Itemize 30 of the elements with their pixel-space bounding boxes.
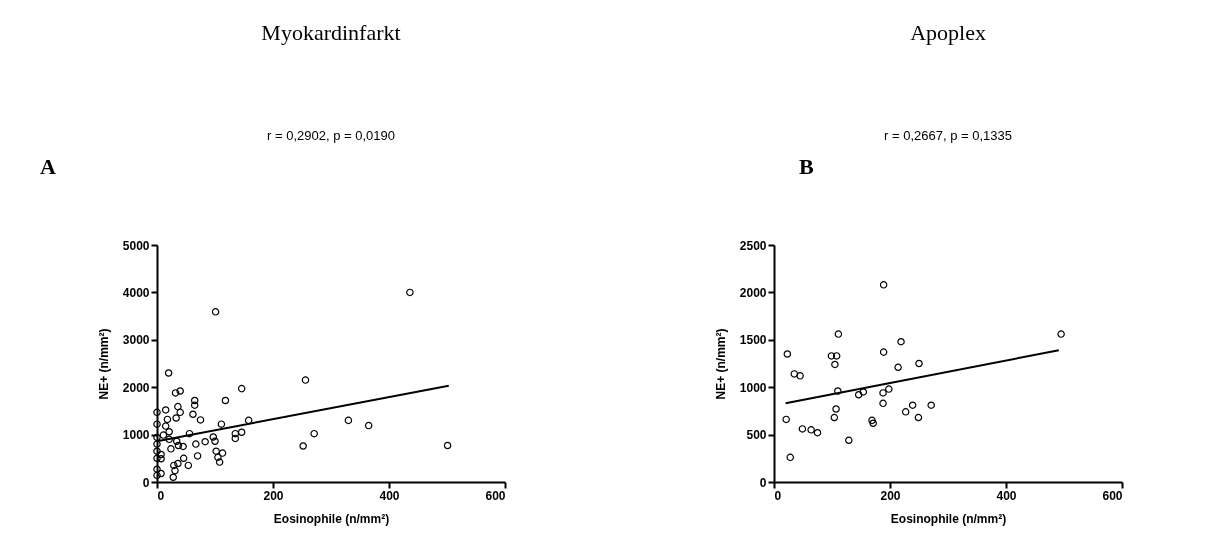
text: A <box>40 154 56 179</box>
y-tick-label: 500 <box>746 428 767 443</box>
y-tick-label: 0 <box>759 475 767 490</box>
y-tick-label: 1000 <box>739 380 767 395</box>
chart-title: Apoplex <box>910 20 986 45</box>
x-axis-title: Eosinophile (n/mm²) <box>273 511 390 526</box>
x-tick-label: 600 <box>1102 488 1123 503</box>
chart-title: Myokardinfarkt <box>261 20 401 45</box>
y-tick-label: 2000 <box>122 380 150 395</box>
chart-subtitle: r = 0,2902, p = 0,0190 <box>267 128 395 143</box>
y-tick-label: 4000 <box>122 285 150 300</box>
x-tick-label: 0 <box>157 488 165 503</box>
chart-subtitle: r = 0,2667, p = 0,1335 <box>884 128 1012 143</box>
x-axis-title: Eosinophile (n/mm²) <box>890 511 1007 526</box>
y-axis-title: NE+ (n/mm²) <box>713 328 728 400</box>
x-tick-label: 200 <box>880 488 901 503</box>
y-tick-label: 3000 <box>122 333 150 348</box>
x-tick-label: 400 <box>996 488 1017 503</box>
y-tick-label: 2500 <box>739 238 767 253</box>
text: B <box>799 154 814 179</box>
x-tick-label: 200 <box>263 488 284 503</box>
y-tick-label: 0 <box>142 475 150 490</box>
x-tick-label: 400 <box>379 488 400 503</box>
y-tick-label: 2000 <box>739 285 767 300</box>
x-tick-label: 0 <box>774 488 782 503</box>
y-axis-title: NE+ (n/mm²) <box>96 328 111 400</box>
y-tick-label: 5000 <box>122 238 150 253</box>
y-tick-label: 1500 <box>739 333 767 348</box>
x-tick-label: 600 <box>485 488 506 503</box>
y-tick-label: 1000 <box>122 428 150 443</box>
